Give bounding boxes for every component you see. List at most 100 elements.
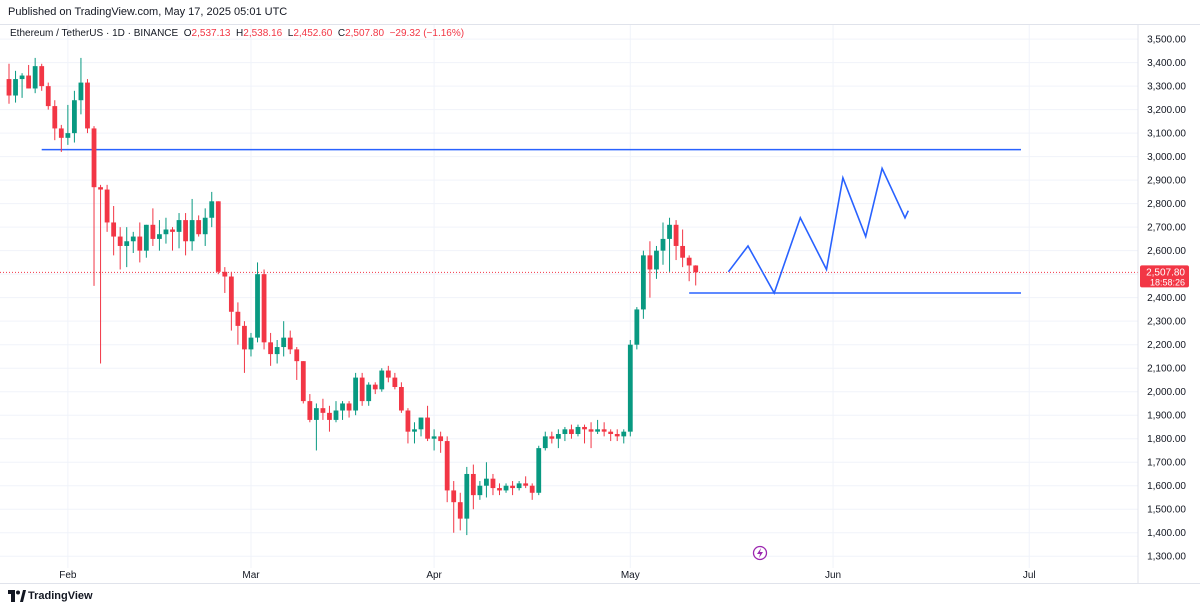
candle-body: [503, 485, 509, 491]
candle-body: [425, 417, 430, 439]
candle-body: [255, 274, 260, 338]
candle-body: [673, 224, 679, 246]
candle-body: [418, 417, 424, 430]
candle-body: [215, 201, 221, 272]
candle-body: [91, 128, 97, 188]
x-tick-label: Apr: [426, 570, 442, 581]
tradingview-logo-icon[interactable]: [8, 590, 26, 602]
candle-body: [536, 448, 542, 493]
candle-body: [470, 473, 476, 496]
candle-body: [52, 106, 58, 129]
candle-body: [72, 100, 77, 134]
candle-body: [477, 485, 483, 496]
candle-body: [595, 429, 600, 432]
candle-body: [372, 384, 378, 390]
candle-body: [693, 265, 699, 273]
candle-body: [667, 224, 672, 239]
candle-body: [340, 403, 345, 411]
y-tick-label: 1,400.00: [1147, 528, 1186, 539]
last-price-box: [1140, 265, 1189, 288]
candle-body: [490, 478, 496, 489]
candle-body: [484, 478, 489, 486]
y-tick-label: 2,700.00: [1147, 223, 1186, 234]
y-tick-label: 3,500.00: [1147, 35, 1186, 46]
candle-body: [281, 337, 287, 348]
close-label: C: [337, 28, 346, 39]
candle-body: [222, 271, 228, 277]
tradingview-brand[interactable]: TradingView: [28, 590, 93, 602]
candle-body: [680, 245, 686, 258]
candle-body: [307, 401, 313, 420]
open-label: O: [183, 28, 192, 39]
y-tick-label: 2,600.00: [1147, 246, 1186, 257]
footer: TradingView: [0, 584, 1200, 609]
candle-body: [614, 434, 620, 437]
candle-body: [412, 429, 417, 432]
x-tick-label: Jun: [825, 570, 841, 581]
candle-body: [379, 370, 385, 390]
change-value: −29.32 (−1.16%): [389, 28, 465, 39]
candle-body: [529, 485, 535, 493]
candle-body: [196, 220, 202, 235]
candle-body: [582, 426, 587, 430]
candle-body: [170, 229, 175, 232]
candle-body: [601, 429, 607, 432]
candle-body: [58, 128, 64, 138]
y-tick-label: 3,200.00: [1147, 105, 1186, 116]
candle-body: [313, 408, 319, 420]
candle-body: [300, 361, 306, 402]
candle-body: [117, 236, 123, 246]
candle-body: [634, 309, 640, 345]
candle-body: [274, 347, 280, 355]
candle-body: [405, 410, 411, 432]
x-tick-label: May: [621, 570, 640, 581]
candle-body: [542, 436, 548, 449]
candle-body: [130, 236, 136, 242]
time-axis: Feb Mar Apr May Jun Jul: [59, 570, 1035, 581]
low-label: L: [287, 28, 294, 39]
x-tick-label: Jul: [1023, 570, 1036, 581]
candle-body: [320, 408, 326, 413]
candle-body: [150, 224, 156, 239]
y-tick-label: 1,600.00: [1147, 481, 1186, 492]
candle-body: [575, 426, 581, 435]
candle-body: [104, 189, 110, 223]
y-tick-label: 2,000.00: [1147, 387, 1186, 398]
candle-body: [209, 201, 215, 218]
candle-body: [65, 133, 71, 138]
candle-body: [45, 86, 51, 107]
candle-body: [549, 436, 555, 439]
price-axis: 3,500.00 3,400.00 3,300.00 3,200.00 3,100.00…: [1137, 25, 1186, 584]
candle-body: [327, 412, 332, 420]
candle-body: [686, 257, 692, 266]
y-tick-label: 1,500.00: [1147, 505, 1186, 516]
candle-body: [6, 79, 12, 96]
y-tick-label: 2,100.00: [1147, 364, 1186, 375]
y-tick-label: 1,900.00: [1147, 411, 1186, 422]
candle-body: [98, 187, 103, 190]
candle-body: [444, 441, 450, 491]
annotation-path: [727, 165, 910, 295]
candle-body: [235, 311, 241, 326]
candle-body: [176, 220, 182, 232]
candle-body: [85, 82, 90, 129]
candle-body: [438, 436, 444, 442]
candle-body: [13, 79, 18, 96]
x-tick-label: Feb: [59, 570, 77, 581]
candle-body: [183, 220, 188, 242]
candle-body: [157, 234, 162, 239]
y-tick-label: 2,800.00: [1147, 199, 1186, 210]
y-tick-label: 3,400.00: [1147, 58, 1186, 69]
candle-body: [143, 224, 149, 251]
candle-body: [189, 220, 195, 242]
candle-body: [660, 238, 666, 251]
y-tick-label: 2,300.00: [1147, 317, 1186, 328]
candle-body: [294, 349, 300, 362]
last-price-value: 2,507.80: [1146, 267, 1185, 278]
candle-body: [287, 337, 293, 350]
candle-body: [78, 82, 84, 101]
candle-body: [497, 488, 502, 491]
candle-body: [333, 410, 339, 420]
candle-body: [647, 255, 653, 270]
